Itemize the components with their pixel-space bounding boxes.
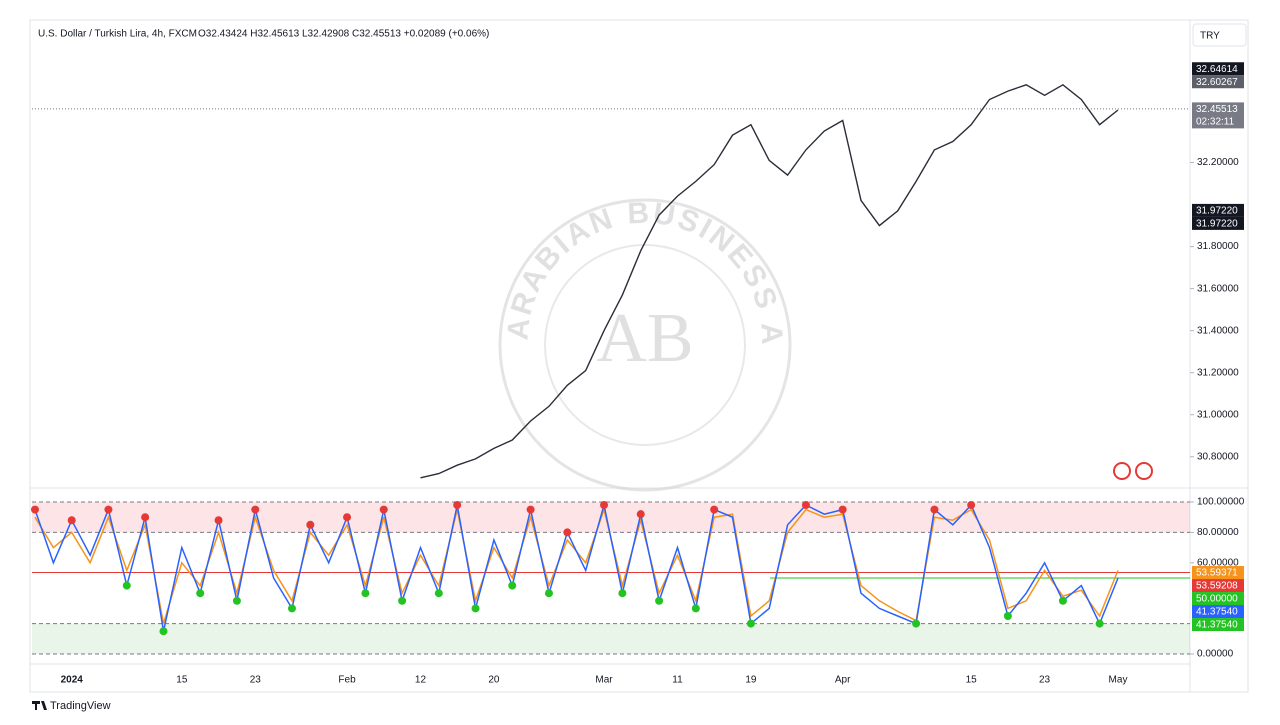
watermark-ring (544, 244, 746, 446)
signal-dot (838, 505, 847, 514)
signal-dot (398, 596, 407, 605)
countdown-label: 02:32:11 (1196, 117, 1235, 128)
y-tick-label: 100.00000 (1197, 497, 1245, 508)
signal-dot (544, 589, 553, 598)
price-label-box (1192, 618, 1244, 632)
signal-dot (1095, 619, 1104, 628)
signal-dot (1003, 612, 1012, 620)
symbol-title: U.S. Dollar / Turkish Lira, 4h, FXCM (38, 29, 197, 40)
price-label: 31.97220 (1196, 219, 1238, 230)
overbought-band (32, 502, 1190, 533)
price-label-box (1192, 75, 1244, 89)
signal-dot (471, 604, 480, 613)
x-tick-label: Mar (595, 675, 613, 686)
x-tick-label: Feb (338, 675, 356, 686)
signal-dot (691, 604, 700, 613)
y-tick-label: 32.20000 (1197, 157, 1239, 168)
price-label-box (1192, 62, 1244, 76)
x-tick-label: 2024 (61, 675, 84, 686)
signal-dot (287, 604, 296, 613)
price-label-box (1192, 102, 1244, 129)
signal-dot (159, 627, 168, 636)
x-tick-label: 23 (250, 675, 262, 686)
currency-label[interactable]: TRY (1200, 31, 1220, 42)
signal-dot (104, 505, 113, 514)
signal-dot (710, 505, 719, 514)
signal-dot (600, 501, 609, 510)
x-tick-label: 12 (415, 675, 427, 686)
y-tick-label: 30.80000 (1197, 451, 1239, 462)
signal-dot (196, 589, 205, 598)
x-tick-label: 23 (1039, 675, 1051, 686)
price-pane (420, 83, 1119, 479)
price-label-box (1192, 203, 1244, 217)
x-tick-label: Apr (835, 675, 851, 686)
y-tick-label: 31.60000 (1197, 283, 1239, 294)
signal-dot (618, 589, 627, 598)
signal-dot (563, 528, 572, 537)
signal-dot (251, 505, 260, 514)
flag-icon[interactable] (1113, 462, 1131, 480)
currency-button[interactable] (1192, 23, 1247, 47)
price-label: 53.59208 (1196, 581, 1238, 592)
signal-dot (122, 581, 131, 590)
price-label: 32.45513 (1196, 104, 1238, 115)
ohlc-values: O32.43424 H32.45613 L32.42908 C32.45513 … (198, 29, 489, 40)
watermark-ring (498, 198, 792, 492)
y-tick-label: 31.20000 (1197, 367, 1239, 378)
price-label-box (1192, 605, 1244, 619)
price-label: 53.59371 (1196, 568, 1238, 579)
signal-dot (746, 619, 755, 628)
signal-dot (453, 501, 462, 510)
signal-dot (361, 589, 370, 598)
signal-dot (214, 516, 223, 525)
price-label: 31.97220 (1196, 206, 1238, 217)
price-label: 32.60267 (1196, 77, 1238, 88)
x-tick-label: 20 (488, 675, 500, 686)
signal-dot (801, 501, 810, 510)
price-label-box (1192, 579, 1244, 593)
signal-dot (655, 596, 664, 605)
x-tick-label: 19 (745, 675, 757, 686)
price-label-box (1192, 592, 1244, 606)
y-tick-label: 31.80000 (1197, 241, 1239, 252)
data-line (420, 83, 1119, 479)
x-tick-label: 15 (176, 675, 188, 686)
footer-brand: TradingView (50, 700, 111, 712)
signal-dot (930, 505, 939, 514)
price-label: 32.64614 (1196, 64, 1238, 75)
signal-dot (912, 619, 921, 628)
signal-dot (141, 513, 150, 522)
x-tick-label: May (1109, 675, 1128, 686)
y-tick-label: 31.40000 (1197, 325, 1239, 336)
signal-dot (343, 513, 352, 522)
price-label: 41.37540 (1196, 620, 1238, 631)
signal-dot (67, 516, 76, 525)
price-label-box (1192, 216, 1244, 230)
y-tick-label: 80.00000 (1197, 527, 1239, 538)
signal-dot (306, 520, 315, 529)
signal-dot (232, 596, 241, 605)
price-label: 50.00000 (1196, 594, 1238, 605)
signal-dot (636, 510, 645, 519)
price-label-box (1192, 566, 1244, 580)
y-tick-label: 31.00000 (1197, 409, 1239, 420)
watermark-logo: AB (596, 300, 693, 377)
signal-dot (434, 589, 443, 598)
signal-dot (508, 581, 517, 590)
x-tick-label: 15 (966, 675, 978, 686)
y-tick-label: 60.00000 (1197, 557, 1239, 568)
signal-dot (31, 505, 39, 514)
price-label: 41.37540 (1196, 607, 1238, 618)
oversold-band (32, 623, 1190, 654)
signal-dot (526, 505, 535, 514)
signal-dot (967, 501, 976, 510)
tv-logo (32, 701, 47, 710)
x-tick-label: 11 (672, 675, 683, 686)
flag-icon[interactable] (1135, 462, 1153, 480)
signal-dot (379, 505, 388, 514)
signal-dot (1058, 596, 1067, 605)
y-tick-label: 0.00000 (1197, 649, 1234, 660)
